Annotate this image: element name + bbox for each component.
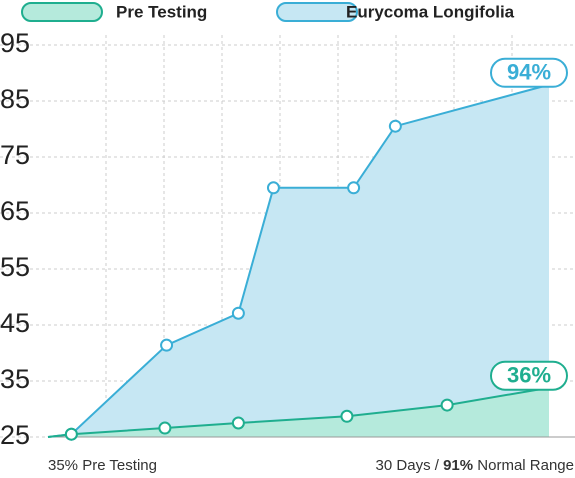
point (440, 398, 454, 412)
y-tick-label: 55 (0, 252, 30, 282)
y-tick-label: 45 (0, 308, 30, 338)
legend-label: Pre Testing (116, 2, 207, 21)
end-label: 94% (507, 60, 551, 85)
area (48, 387, 549, 437)
y-tick-label: 95 (0, 28, 30, 58)
x-label-part: Normal Range (473, 457, 574, 474)
x-label-part: 30 Days / (376, 457, 444, 474)
y-tick-label: 75 (0, 140, 30, 170)
point (64, 427, 78, 441)
point (340, 409, 354, 423)
x-label-left: 35% Pre Testing (48, 457, 157, 474)
x-label-part: 91% (443, 457, 473, 474)
legend-swatch (21, 2, 103, 22)
legend-label: Eurycoma Longifolia (346, 2, 515, 21)
legend-swatch (276, 2, 358, 22)
y-tick-label: 35 (0, 364, 30, 394)
point (231, 416, 245, 430)
end-label-box (490, 360, 568, 391)
point (158, 421, 172, 435)
y-tick-label: 65 (0, 196, 30, 226)
point (347, 181, 361, 195)
area (48, 84, 549, 437)
end-label-box (490, 57, 568, 88)
point (160, 338, 174, 352)
point (388, 119, 402, 133)
end-label: 36% (507, 363, 551, 388)
point (231, 306, 245, 320)
y-tick-label: 25 (0, 420, 30, 450)
point (266, 181, 280, 195)
x-label-right: 30 Days / 91% Normal Range (376, 457, 574, 474)
line (47, 83, 550, 438)
y-tick-label: 85 (0, 84, 30, 114)
